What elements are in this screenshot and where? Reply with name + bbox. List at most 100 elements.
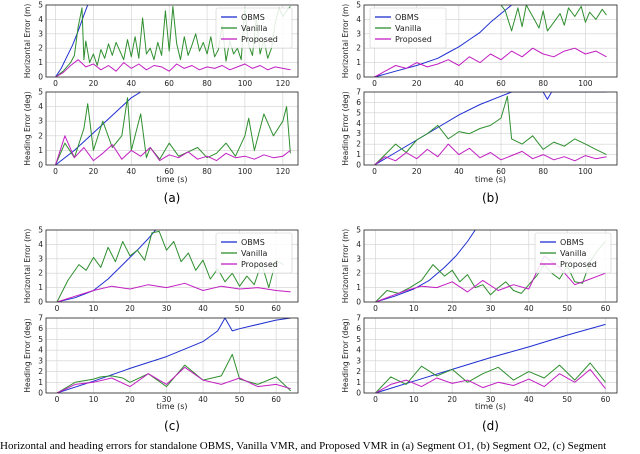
panel-b-bottom-xtick-label: 0 bbox=[372, 167, 377, 176]
panel-d-legend: OBMS Vanilla Proposed bbox=[534, 232, 612, 274]
panel-d-bottom-xtick-label: 20 bbox=[447, 395, 457, 404]
panel-a-bottom-ytick-label: 4 bbox=[38, 102, 43, 111]
panel-c-top-xtick-label: 60 bbox=[271, 304, 281, 313]
panel-b-legend-label-proposed: Proposed bbox=[395, 35, 432, 44]
panel-c-top-xtick-label: 20 bbox=[125, 304, 135, 313]
panel-b-bottom-xtick-label: 80 bbox=[538, 167, 548, 176]
panel-b-bottom-ytick-label: 2 bbox=[356, 140, 361, 149]
panel-c-top-series-group bbox=[56, 230, 291, 302]
panel-d-bottom-xtick-label: 60 bbox=[601, 395, 611, 404]
panel-d-top-xtick-label: 50 bbox=[562, 304, 572, 313]
panel-d-top-ytick-label: 5 bbox=[356, 226, 361, 235]
panel-c-top-ytick-label: 5 bbox=[38, 226, 43, 235]
panel-c-bottom-ytick-label: 0 bbox=[38, 389, 43, 398]
panel-c-legend-label-vanilla: Vanilla bbox=[241, 249, 267, 258]
panel-d-top-series-group bbox=[375, 230, 606, 302]
panel-c-top-xtick-label: 40 bbox=[198, 304, 208, 313]
panel-b-bottom-series-group bbox=[374, 92, 607, 165]
panel-c-top-ytick-label: 1 bbox=[38, 283, 43, 292]
panel-c-top-ytick-label: 2 bbox=[38, 269, 43, 278]
panel-c-top-ytick-label: 0 bbox=[38, 298, 43, 307]
panel-d-legend-box bbox=[534, 232, 612, 274]
panel-a-bottom-ytick-label: 3 bbox=[38, 117, 43, 126]
panel-b-top-series-group bbox=[374, 5, 607, 77]
panel-c-bottom-ytick-label: 1 bbox=[38, 378, 43, 387]
panel-b-bottom-vanilla-line bbox=[374, 95, 607, 165]
panel-d-top-ytick-label: 3 bbox=[356, 254, 361, 263]
panel-c-top-obms-line bbox=[56, 230, 156, 302]
panel-a-bottom-xtick-label: 40 bbox=[126, 167, 136, 176]
panel-d-bottom-obms-line bbox=[375, 323, 606, 393]
panel-d-bottom-proposed-line bbox=[375, 368, 606, 393]
panel-a-top-ytick-label: 0 bbox=[38, 73, 43, 82]
panel-a-top-ylabel: Horizontal Error (m) bbox=[23, 4, 32, 79]
panel-d-top-xtick-label: 40 bbox=[524, 304, 534, 313]
panel-c-bottom-ylabel: Heading Error (deg) bbox=[23, 318, 32, 392]
panel-d-bottom-ylabel: Heading Error (deg) bbox=[341, 318, 350, 392]
panel-b-label: (b) bbox=[482, 191, 499, 205]
panel-b-top-ytick-label: 3 bbox=[356, 29, 361, 38]
panel-c-top-ylabel: Horizontal Error (m) bbox=[23, 229, 32, 304]
panel-b-bottom-ytick-label: 6 bbox=[356, 98, 361, 107]
panel-c-top-xtick-label: 10 bbox=[89, 304, 99, 313]
panel-a-bottom-xtick-label: 80 bbox=[202, 167, 212, 176]
panel-c-bottom-obms-line bbox=[56, 318, 291, 393]
panel-c-bottom-ytick-label: 7 bbox=[38, 314, 43, 323]
panel-d-top-ytick-label: 4 bbox=[356, 240, 361, 249]
panel-a-bottom-ytick-label: 5 bbox=[38, 88, 43, 97]
panel-c-top-xtick-label: 0 bbox=[55, 304, 60, 313]
panel-b-bottom-ytick-label: 0 bbox=[356, 161, 361, 170]
panel-a-top-xtick-label: 0 bbox=[53, 79, 58, 88]
panel-b-top-frame bbox=[363, 4, 618, 78]
panel-a-top-xtick-label: 60 bbox=[164, 79, 174, 88]
figure-caption: Horizontal and heading errors for standa… bbox=[0, 440, 607, 452]
panel-c-bottom-xtick-label: 40 bbox=[198, 395, 208, 404]
panel-d-bottom-frame bbox=[363, 317, 618, 394]
panel-d-bottom-ytick-label: 7 bbox=[356, 314, 361, 323]
panel-a-bottom-xtick-label: 60 bbox=[164, 167, 174, 176]
panel-a-bottom-ytick-label: 0 bbox=[38, 161, 43, 170]
panel-c-bottom-ytick-label: 2 bbox=[38, 367, 43, 376]
panel-c-bottom-xtick-label: 10 bbox=[89, 395, 99, 404]
panel-d-bottom-ytick-label: 5 bbox=[356, 335, 361, 344]
panel-c-bottom-xtick-label: 60 bbox=[271, 395, 281, 404]
panel-a-top-xtick-label: 120 bbox=[276, 79, 291, 88]
panel-a-top-xtick-label: 40 bbox=[126, 79, 136, 88]
panel-d-top-ytick-label: 1 bbox=[356, 283, 361, 292]
panel-d-bottom-series-group bbox=[375, 323, 606, 393]
panel-d-bottom-xtick-label: 30 bbox=[486, 395, 496, 404]
panel-a-legend-box bbox=[215, 7, 293, 49]
panel-c-legend-box bbox=[215, 232, 293, 274]
panel-c-bottom-vanilla-line bbox=[56, 353, 292, 393]
panel-d-bottom-ytick-label: 3 bbox=[356, 356, 361, 365]
panel-c-legend-label-obms: OBMS bbox=[241, 238, 265, 247]
panel-b-bottom-xtick-label: 20 bbox=[412, 167, 422, 176]
panel-a-legend-label-obms: OBMS bbox=[241, 13, 265, 22]
panel-b-legend-box bbox=[369, 7, 447, 49]
panel-c-top-frame bbox=[45, 229, 299, 303]
panel-b-top-obms-line bbox=[374, 5, 512, 77]
panel-a-top-proposed-line bbox=[55, 59, 291, 77]
panel-c-label: (c) bbox=[164, 419, 180, 433]
panel-d-bottom-ytick-label: 2 bbox=[356, 367, 361, 376]
panel-c-bottom-ytick-label: 4 bbox=[38, 346, 43, 355]
panel-c-top-ytick-label: 4 bbox=[38, 240, 43, 249]
panel-d-legend-label-vanilla: Vanilla bbox=[560, 249, 586, 258]
panel-b-top-ytick-label: 5 bbox=[356, 1, 361, 10]
panel-c-bottom-ytick-label: 5 bbox=[38, 335, 43, 344]
panel-d-label: (d) bbox=[482, 419, 499, 433]
panel-d-bottom-ytick-label: 6 bbox=[356, 324, 361, 333]
panel-b-bottom-xtick-label: 100 bbox=[578, 167, 593, 176]
panel-a-top-xtick-label: 80 bbox=[202, 79, 212, 88]
panel-b-top-ytick-label: 1 bbox=[356, 58, 361, 67]
panel-d-top-ytick-label: 0 bbox=[356, 298, 361, 307]
panel-b-bottom-ytick-label: 7 bbox=[356, 88, 361, 97]
panel-b-top-ytick-label: 2 bbox=[356, 44, 361, 53]
panel-d-top-vanilla-line bbox=[375, 241, 606, 302]
panel-a-top-frame bbox=[45, 4, 299, 78]
panel-b-top-ylabel: Horizontal Error (m) bbox=[341, 4, 350, 79]
panel-c-top-ytick-label: 3 bbox=[38, 254, 43, 263]
